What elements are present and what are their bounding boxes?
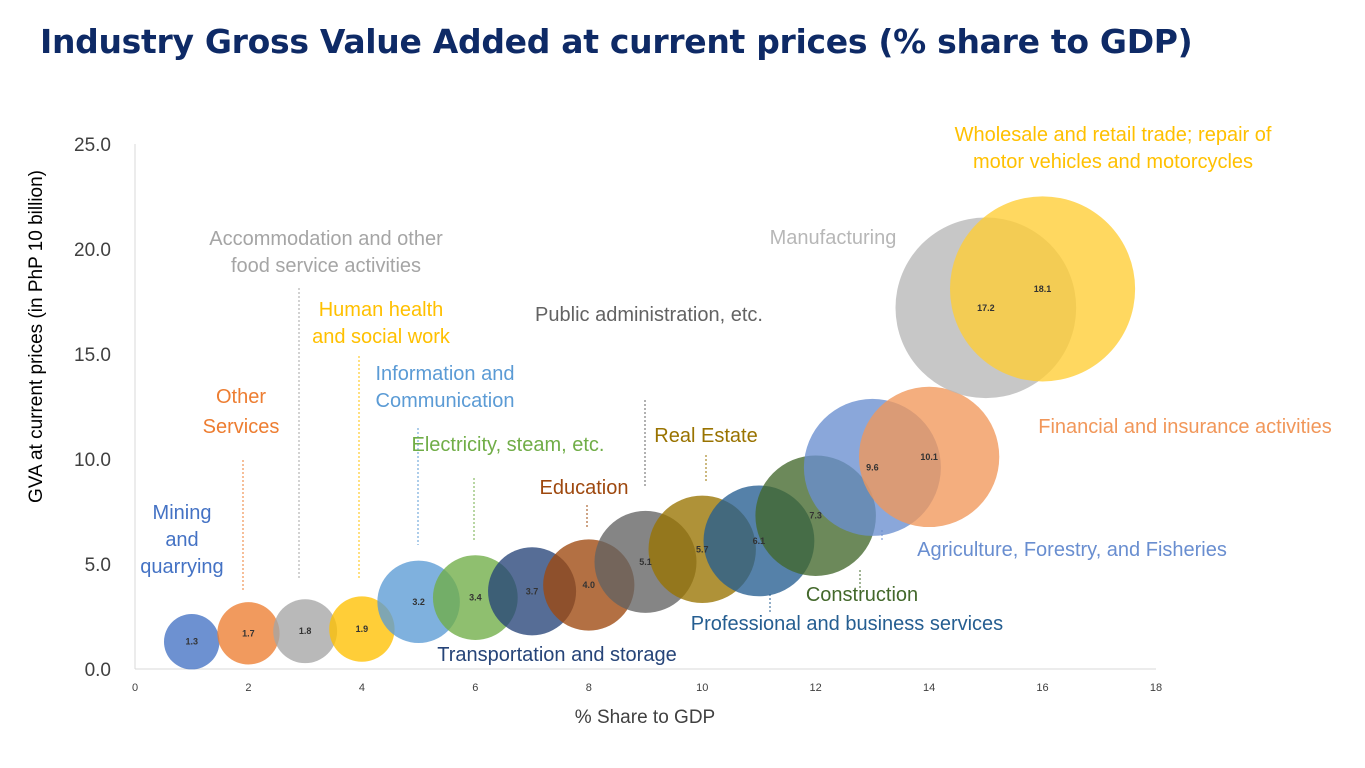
y-axis-title: GVA at current prices (in PhP 10 billion… [26,170,47,503]
x-tick-label: 8 [586,682,592,694]
category-label-other-services: Other [216,386,266,408]
bubble-value-label: 3.7 [526,586,539,596]
category-label-mining: quarrying [140,556,223,578]
y-tick-label: 15.0 [74,345,111,366]
bubble-value-label: 10.1 [920,452,938,462]
x-tick-label: 10 [696,682,708,694]
bubble-value-label: 7.3 [809,511,822,521]
y-tick-label: 10.0 [74,450,111,471]
category-label-wholesale: motor vehicles and motorcycles [973,151,1253,173]
bubble-value-label: 1.8 [299,626,312,636]
category-label-agriculture: Agriculture, Forestry, and Fisheries [917,539,1227,561]
x-tick-label: 0 [132,682,138,694]
category-label-human-health: and social work [312,326,451,348]
bubble-value-label: 3.4 [469,593,482,603]
bubble-value-label: 6.1 [753,536,766,546]
category-label-accommodation: Accommodation and other [209,228,443,250]
category-label-electricity: Electricity, steam, etc. [411,434,604,456]
bubble-value-label: 1.7 [242,628,255,638]
category-label-wholesale: Wholesale and retail trade; repair of [955,124,1272,146]
x-tick-label: 6 [472,682,478,694]
bubble-human-health-and-social-work [329,596,395,662]
category-label-public-admin: Public administration, etc. [535,304,763,326]
category-label-human-health: Human health [319,299,444,321]
category-label-education: Education [540,477,629,499]
category-label-construction: Construction [806,584,918,606]
y-tick-label: 0.0 [85,660,111,681]
x-tick-label: 18 [1150,682,1162,694]
category-label-accommodation: food service activities [231,255,421,277]
category-label-manufacturing: Manufacturing [770,227,897,249]
bubble-wholesale-and-retail-trade-repair-of-motor-vehicles-and-motorcycles [949,196,1136,382]
bubble-value-label: 4.0 [583,580,596,590]
category-label-information: Communication [376,390,515,412]
y-tick-label: 5.0 [85,555,111,576]
category-label-mining: and [165,529,198,551]
category-label-real-estate: Real Estate [654,425,757,447]
bubble-other-services [217,602,280,665]
bubble-financial-and-insurance-activities [858,386,1000,528]
x-tick-label: 4 [359,682,365,694]
category-label-financial: Financial and insurance activities [1038,416,1332,438]
bubble-value-label: 17.2 [977,303,995,313]
bubble-value-label: 3.2 [412,597,425,607]
bubble-value-label: 5.1 [639,557,652,567]
bubble-mining-and-quarrying [163,613,220,670]
category-label-other-services: Services [203,416,280,438]
category-label-information: Information and [376,363,515,385]
bubble-value-label: 9.6 [866,462,879,472]
category-label-mining: Mining [153,502,212,524]
x-tick-label: 2 [245,682,251,694]
bubble-value-label: 1.3 [185,637,198,647]
y-tick-label: 25.0 [74,135,111,156]
chart-title: Industry Gross Value Added at current pr… [40,22,1193,61]
bubble-accommodation-and-other-food-service-activities [273,599,338,664]
bubble-value-label: 5.7 [696,544,709,554]
category-label-transportation: Transportation and storage [437,644,676,666]
x-tick-label: 16 [1036,682,1048,694]
category-label-professional: Professional and business services [691,613,1003,635]
y-tick-label: 20.0 [74,240,111,261]
x-tick-label: 12 [810,682,822,694]
bubble-value-label: 18.1 [1034,284,1052,294]
bubble-value-label: 1.9 [356,624,369,634]
x-tick-label: 14 [923,682,935,694]
x-axis-title: % Share to GDP [575,707,715,728]
